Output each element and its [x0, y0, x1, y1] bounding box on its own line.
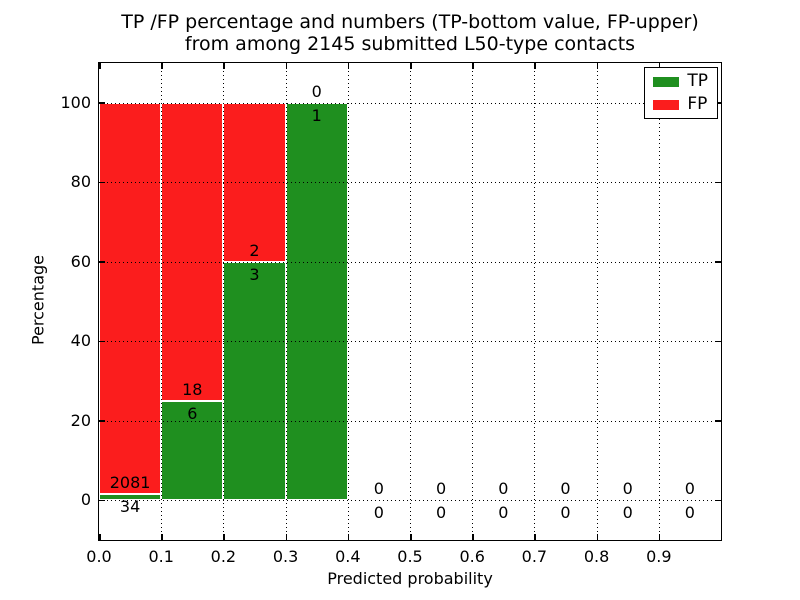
x-axis-tick-mark — [534, 534, 536, 540]
x-tick-label: 0.3 — [272, 547, 299, 566]
y-axis-tick-mark — [99, 102, 105, 104]
x-axis-tick-mark — [161, 63, 163, 69]
fp-count-label: 0 — [622, 479, 633, 499]
tp-count-label: 3 — [249, 264, 260, 284]
bar-segment-tp — [99, 493, 162, 501]
y-axis-tick-mark — [99, 181, 105, 183]
legend: TP FP — [644, 67, 718, 119]
gridline-vertical — [534, 63, 536, 540]
tp-count-label: 0 — [436, 503, 447, 523]
x-tick-label: 0.9 — [646, 547, 672, 566]
x-axis-tick-mark — [223, 63, 225, 69]
x-axis-tick-mark — [534, 63, 536, 69]
bar-segment-tp — [285, 102, 348, 501]
x-axis-tick-mark — [347, 534, 350, 540]
bar-segment-tp — [223, 261, 286, 501]
tp-count-label: 34 — [119, 496, 141, 516]
gridline-vertical — [347, 63, 349, 540]
y-tick-label: 0 — [80, 490, 91, 510]
x-axis-tick-mark — [410, 534, 412, 540]
gridline-vertical — [285, 63, 287, 540]
y-tick-label: 20 — [70, 410, 91, 430]
fp-count-label: 0 — [684, 479, 695, 499]
x-tick-label: 0.5 — [397, 547, 423, 566]
tp-count-label: 0 — [560, 503, 571, 523]
legend-label-tp: TP — [687, 71, 708, 91]
gridline-vertical — [596, 63, 598, 540]
fp-count-label: 2081 — [109, 472, 151, 492]
y-axis-tick-mark — [715, 499, 721, 501]
fp-count-label: 0 — [436, 479, 447, 499]
bar-segment-fp — [161, 102, 224, 401]
legend-entry-fp: FP — [653, 96, 708, 113]
plot-area: TP FP 0.0 0.1 0.2 0.3 0.4 0.5 0.6 0.7 0.8 0.9 0 20 4… — [60, 62, 722, 566]
x-axis-tick-mark — [161, 534, 163, 540]
y-tick-label: 100 — [60, 92, 91, 112]
legend-swatch-fp-icon — [653, 99, 680, 110]
y-axis-tick-mark — [99, 340, 105, 342]
x-axis-label: Predicted probability — [327, 569, 493, 588]
fp-count-label: 18 — [182, 379, 203, 399]
legend-label-fp: FP — [687, 94, 708, 114]
x-axis-tick-mark — [472, 63, 474, 69]
tp-count-label: 0 — [622, 503, 633, 523]
x-axis-tick-mark — [658, 63, 661, 69]
y-axis-tick-mark — [715, 102, 721, 104]
tp-count-label: 0 — [373, 503, 384, 523]
gridline-vertical — [658, 63, 660, 540]
chart-title-line1: TP /FP percentage and numbers (TP-bottom… — [121, 11, 699, 33]
gridline-vertical — [223, 63, 225, 540]
x-axis-tick-mark — [596, 534, 599, 540]
x-tick-label: 0.0 — [86, 547, 112, 566]
tp-count-label: 0 — [684, 503, 695, 523]
x-tick-label: 0.4 — [335, 547, 361, 566]
x-tick-label: 0.1 — [148, 547, 174, 566]
y-tick-label: 40 — [70, 331, 91, 351]
x-tick-label: 0.2 — [210, 547, 237, 566]
fp-count-label: 2 — [249, 240, 260, 260]
fp-count-label: 0 — [311, 81, 322, 101]
x-tick-label: 0.8 — [583, 547, 610, 566]
gridline-vertical — [410, 63, 411, 540]
chart-title-line2: from among 2145 submitted L50-type conta… — [184, 33, 636, 56]
tp-count-label: 6 — [187, 403, 198, 423]
x-axis-tick-mark — [223, 534, 225, 540]
x-axis-tick-mark — [658, 534, 661, 540]
y-axis-tick-mark — [715, 261, 721, 263]
tp-count-label: 1 — [311, 105, 322, 125]
chart-title: TP /FP percentage and numbers (TP-bottom… — [98, 11, 722, 56]
legend-swatch-tp-icon — [653, 76, 680, 87]
tp-count-label: 0 — [498, 503, 509, 523]
x-tick-label: 0.6 — [459, 547, 485, 566]
y-axis-tick-mark — [715, 340, 721, 342]
x-axis-tick-mark — [410, 63, 412, 69]
gridline-vertical — [161, 63, 163, 540]
bar-segment-fp — [99, 102, 162, 494]
y-axis-tick-mark — [715, 420, 721, 422]
bar-segment-tp — [161, 400, 224, 501]
y-axis-tick-mark — [99, 420, 105, 422]
y-axis-tick-mark — [99, 499, 105, 501]
x-axis-tick-mark — [99, 534, 101, 540]
y-axis-tick-mark — [99, 261, 105, 263]
y-tick-label: 60 — [70, 251, 91, 271]
y-axis-tick-mark — [715, 181, 721, 183]
y-tick-label: 80 — [70, 172, 91, 192]
x-axis-tick-mark — [347, 63, 350, 69]
fp-count-label: 0 — [560, 479, 571, 499]
gridline-vertical — [472, 63, 474, 540]
x-axis-tick-mark — [596, 63, 599, 69]
x-axis-tick-mark — [285, 534, 288, 540]
x-axis-tick-mark — [472, 534, 474, 540]
legend-entry-tp: TP — [653, 73, 708, 90]
x-axis-tick-mark — [285, 63, 288, 69]
fp-count-label: 0 — [498, 479, 509, 499]
fp-count-label: 0 — [373, 479, 384, 499]
x-axis-tick-mark — [99, 63, 101, 69]
x-tick-label: 0.7 — [521, 547, 548, 566]
